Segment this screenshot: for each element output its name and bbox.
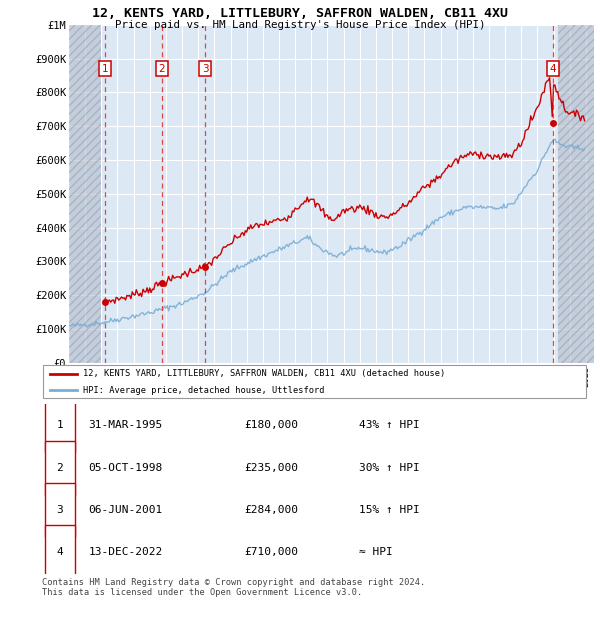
Text: £235,000: £235,000 (244, 463, 298, 472)
Text: 43% ↑ HPI: 43% ↑ HPI (359, 420, 419, 430)
FancyBboxPatch shape (45, 483, 75, 537)
Text: 1: 1 (102, 64, 109, 74)
Bar (557, 25, 594, 363)
Text: ≈ HPI: ≈ HPI (359, 547, 392, 557)
Text: 2: 2 (158, 64, 165, 74)
Text: 12, KENTS YARD, LITTLEBURY, SAFFRON WALDEN, CB11 4XU: 12, KENTS YARD, LITTLEBURY, SAFFRON WALD… (92, 7, 508, 20)
Text: Contains HM Land Registry data © Crown copyright and database right 2024.
This d: Contains HM Land Registry data © Crown c… (42, 578, 425, 597)
Text: 13-DEC-2022: 13-DEC-2022 (88, 547, 163, 557)
Text: 30% ↑ HPI: 30% ↑ HPI (359, 463, 419, 472)
Text: 05-OCT-1998: 05-OCT-1998 (88, 463, 163, 472)
FancyBboxPatch shape (45, 398, 75, 453)
Text: 15% ↑ HPI: 15% ↑ HPI (359, 505, 419, 515)
FancyBboxPatch shape (45, 525, 75, 580)
Text: £180,000: £180,000 (244, 420, 298, 430)
Text: 2: 2 (56, 463, 63, 472)
Text: 1: 1 (56, 420, 63, 430)
Text: 06-JUN-2001: 06-JUN-2001 (88, 505, 163, 515)
Text: 3: 3 (56, 505, 63, 515)
FancyBboxPatch shape (45, 441, 75, 495)
Text: 3: 3 (202, 64, 208, 74)
Text: 31-MAR-1995: 31-MAR-1995 (88, 420, 163, 430)
Text: 4: 4 (550, 64, 556, 74)
Text: Price paid vs. HM Land Registry's House Price Index (HPI): Price paid vs. HM Land Registry's House … (115, 20, 485, 30)
FancyBboxPatch shape (43, 365, 586, 399)
Text: £710,000: £710,000 (244, 547, 298, 557)
Text: £284,000: £284,000 (244, 505, 298, 515)
Text: 12, KENTS YARD, LITTLEBURY, SAFFRON WALDEN, CB11 4XU (detached house): 12, KENTS YARD, LITTLEBURY, SAFFRON WALD… (83, 369, 445, 378)
Bar (69, 25, 101, 363)
Text: HPI: Average price, detached house, Uttlesford: HPI: Average price, detached house, Uttl… (83, 386, 325, 395)
Text: 4: 4 (56, 547, 63, 557)
